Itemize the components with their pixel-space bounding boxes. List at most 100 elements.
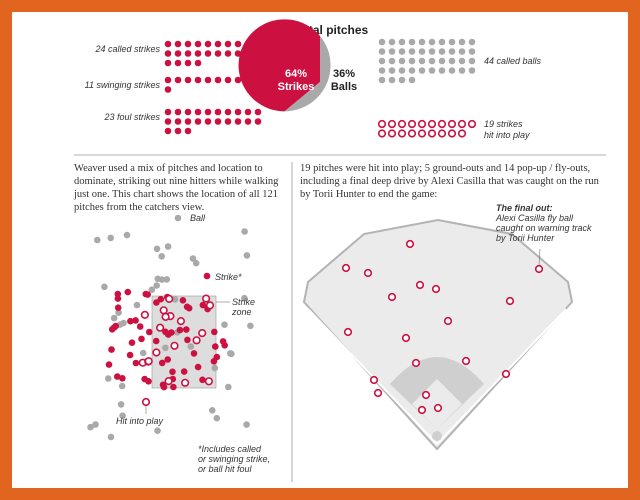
group-dot-ball	[458, 48, 466, 55]
ball-point	[171, 296, 179, 303]
ball-point	[154, 427, 161, 435]
group-dot-strike	[254, 76, 262, 84]
strike-point	[185, 304, 193, 312]
group-dot-ball	[388, 57, 396, 65]
group-dot-ball	[378, 57, 386, 65]
ball-point	[119, 412, 126, 420]
group-dot-in-play	[407, 129, 417, 138]
pie-ball-percent: 36%	[333, 68, 355, 80]
ball-point	[153, 282, 160, 289]
ball-point	[243, 421, 250, 428]
pie-strike-label: Strikes	[278, 81, 315, 93]
strike-point	[190, 350, 198, 357]
ball-point	[139, 349, 147, 357]
group-dot-strike	[164, 59, 172, 67]
ball-point	[241, 294, 248, 302]
group-dot-ball	[398, 48, 406, 55]
group-dot-strike	[224, 118, 232, 125]
pie-ball-label: Balls	[331, 81, 357, 93]
group-dot-ball	[408, 76, 416, 84]
field-in-play-point	[461, 356, 471, 366]
strike-point	[124, 288, 132, 296]
final-out-text-line3: by Torii Hunter	[496, 233, 555, 243]
group-dot-ball	[418, 67, 426, 74]
group-dot-ball	[378, 38, 386, 46]
group-dot-strike	[194, 50, 202, 57]
ball-point	[187, 343, 195, 350]
ball-point	[115, 309, 122, 316]
group-dot-strike	[174, 127, 182, 135]
group-dot-strike	[254, 40, 262, 48]
group-dot-ball	[408, 57, 416, 65]
group-dot-in-play	[437, 119, 447, 129]
group-dot-strike	[164, 118, 172, 125]
ball-point	[227, 350, 234, 357]
group-dot-ball	[388, 67, 396, 74]
group-dot-ball	[428, 48, 436, 55]
group-dot-strike	[194, 118, 202, 125]
field-in-play-point	[411, 358, 421, 368]
group-dot-strike	[244, 118, 252, 125]
infographic-canvas: 121 Total pitches 64% Strikes 36% Balls …	[74, 19, 606, 482]
strike-point	[114, 373, 121, 380]
group-dot-strike	[204, 50, 212, 57]
group-dot-ball	[388, 76, 396, 84]
group-dot-in-play	[447, 129, 457, 138]
strike-point	[114, 304, 122, 312]
foul-line-right	[436, 308, 567, 445]
group-dot-strike	[204, 76, 212, 84]
group-dot-strike	[184, 59, 192, 67]
in-play-point	[204, 377, 213, 386]
ball-point	[221, 321, 228, 329]
strike-point	[180, 368, 188, 375]
group-dot-ball	[418, 57, 426, 65]
field-in-play-point	[369, 375, 379, 385]
pie-slice-balls	[284, 36, 331, 112]
infographic-card: 121 Total pitches 64% Strikes 36% Balls …	[12, 12, 628, 488]
footnote-line1: *Includes called	[198, 444, 262, 454]
group-dot-in-play	[377, 119, 387, 129]
group-dot-strike	[174, 108, 182, 116]
in-play-point	[161, 312, 170, 322]
strike-point	[128, 339, 136, 347]
group-dot-strike	[214, 108, 222, 116]
strike-point	[184, 336, 191, 344]
strike-point	[219, 338, 227, 345]
ball-in-play-field-chart: The final out: Alexi Casilla fly ball ca…	[302, 203, 592, 451]
field-in-play-point	[421, 390, 431, 400]
group-dot-strike	[234, 76, 242, 84]
ball-point	[189, 255, 197, 262]
group-dot-in-play	[397, 129, 407, 138]
strike-point	[169, 368, 176, 376]
legend-in-play-dot	[141, 397, 151, 407]
home-plate-area	[432, 431, 442, 441]
field-in-play-point	[415, 280, 425, 290]
pie-strike-percent: 64%	[285, 68, 307, 80]
in-play-point	[144, 357, 153, 366]
strike-point	[158, 359, 166, 367]
in-play-point	[164, 377, 173, 386]
ball-point	[107, 433, 115, 441]
in-play-point	[176, 317, 185, 326]
strike-point	[157, 295, 165, 303]
legend-strike: Strike*	[215, 272, 242, 282]
group-dot-in-play	[397, 119, 407, 129]
group-dot-strike	[184, 127, 192, 135]
group-dot-in-play	[417, 119, 427, 129]
group-dot-ball	[398, 38, 406, 46]
ball-point	[153, 245, 161, 253]
strike-point	[138, 335, 145, 343]
legend-in-play: Hit into play	[116, 416, 164, 426]
group-dot-strike	[174, 76, 182, 84]
group-dot-in-play	[377, 129, 387, 138]
footnote-line3: or ball hit foul	[198, 464, 253, 474]
group-dot-in-play	[457, 119, 467, 129]
field-in-play-point	[401, 333, 411, 343]
group-dot-ball	[458, 38, 466, 46]
group-dot-strike	[184, 50, 192, 57]
ball-point	[87, 423, 94, 431]
in-play-point	[156, 323, 165, 332]
ball-points	[87, 228, 254, 441]
group-dot-ball	[428, 38, 436, 46]
group-dot-strike	[194, 108, 202, 116]
